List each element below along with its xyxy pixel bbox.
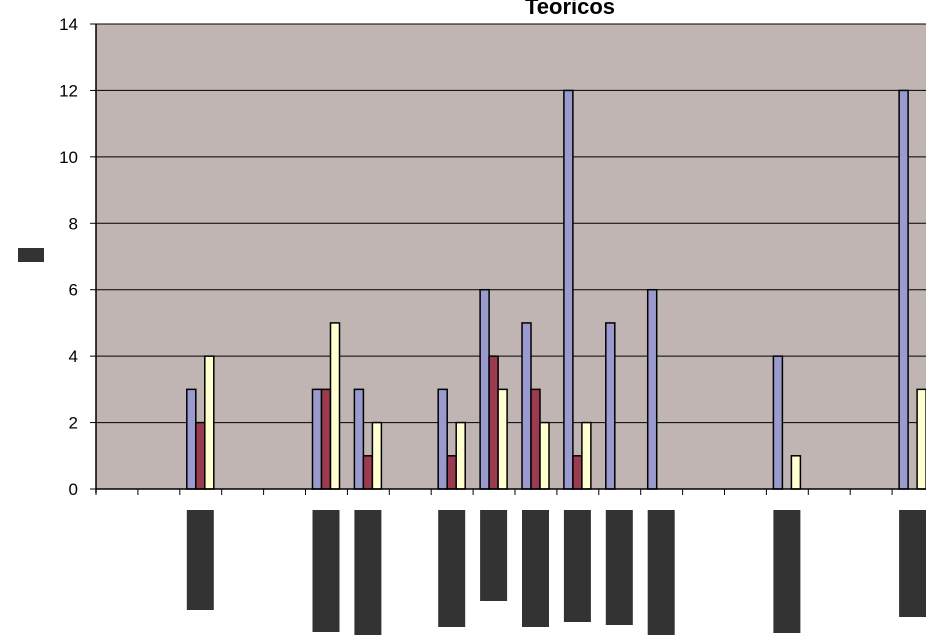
bar-series-1 <box>563 89 574 490</box>
plot-area <box>96 24 926 489</box>
redacted-category-label <box>438 510 466 627</box>
bar-series-3 <box>329 322 341 490</box>
bar-series-3 <box>204 355 215 490</box>
bar-series-3 <box>371 421 383 490</box>
bar-series-3 <box>581 421 592 490</box>
bar-series-2 <box>320 388 332 490</box>
redacted-category-label <box>647 510 675 635</box>
y-tick-label: 14 <box>59 15 78 34</box>
redacted-category-label <box>899 510 926 617</box>
bar-series-2 <box>488 355 499 490</box>
gridlines <box>96 23 926 424</box>
redacted-category-label <box>480 510 508 601</box>
axes: 0 2 4 6 8 10 12 14 <box>59 15 926 499</box>
bar-series-1 <box>311 388 323 490</box>
bar-series-1 <box>646 288 658 490</box>
bar-series-3 <box>497 388 508 490</box>
bar-series-2 <box>530 388 541 490</box>
redacted-category-label <box>773 510 801 633</box>
legend-swatch <box>18 248 44 262</box>
y-tick-label: 6 <box>69 281 78 300</box>
y-tick-label: 4 <box>69 347 78 366</box>
redacted-category-label <box>312 510 340 632</box>
bar-series-2 <box>195 421 206 490</box>
y-tick-label: 12 <box>59 81 78 100</box>
bar-series-3 <box>455 421 466 490</box>
bar-series-2 <box>572 455 583 490</box>
bar-series-1 <box>772 355 784 490</box>
redacted-category-label <box>186 510 214 610</box>
bar-series-1 <box>186 388 197 490</box>
redacted-category-labels <box>186 510 926 635</box>
bar-series <box>186 89 926 490</box>
bar-series-1 <box>479 288 490 490</box>
bar-series-1 <box>605 322 616 490</box>
bar-series-3 <box>916 388 926 490</box>
bar-series-1 <box>353 388 365 490</box>
y-tick-label: 2 <box>69 414 78 433</box>
bar-series-1 <box>437 388 448 490</box>
redacted-category-label <box>354 510 382 635</box>
bar-series-1 <box>521 322 532 490</box>
bar-series-2 <box>446 455 457 490</box>
y-tick-label: 0 <box>69 480 78 499</box>
bar-series-1 <box>898 89 909 490</box>
bar-series-2 <box>362 455 374 490</box>
redacted-category-label <box>605 510 633 625</box>
chart-title: Teoricos <box>525 0 615 19</box>
bar-series-3 <box>790 455 802 490</box>
redacted-category-label <box>522 510 549 627</box>
y-tick-label: 10 <box>59 148 78 167</box>
redacted-category-label <box>563 510 591 622</box>
bar-series-3 <box>539 421 550 490</box>
y-tick-label: 8 <box>69 214 78 233</box>
